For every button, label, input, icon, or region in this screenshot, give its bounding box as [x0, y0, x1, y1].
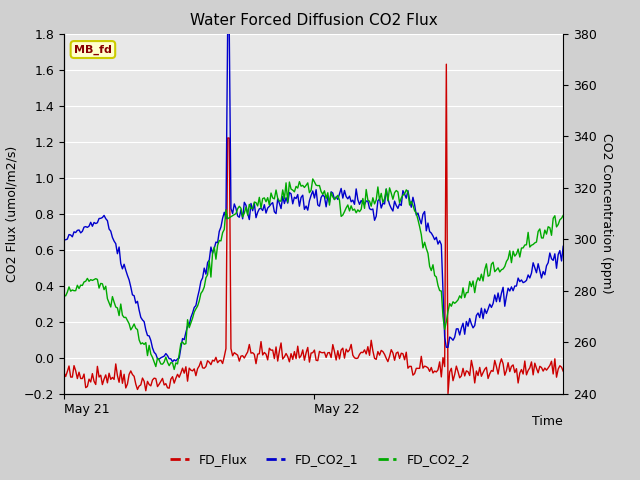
Y-axis label: CO2 Concentration (ppm): CO2 Concentration (ppm)	[600, 133, 614, 294]
Title: Water Forced Diffusion CO2 Flux: Water Forced Diffusion CO2 Flux	[189, 13, 438, 28]
Legend: FD_Flux, FD_CO2_1, FD_CO2_2: FD_Flux, FD_CO2_1, FD_CO2_2	[165, 448, 475, 471]
Y-axis label: CO2 Flux (umol/m2/s): CO2 Flux (umol/m2/s)	[5, 145, 19, 282]
Text: MB_fd: MB_fd	[74, 44, 112, 55]
Text: Time: Time	[532, 415, 563, 428]
